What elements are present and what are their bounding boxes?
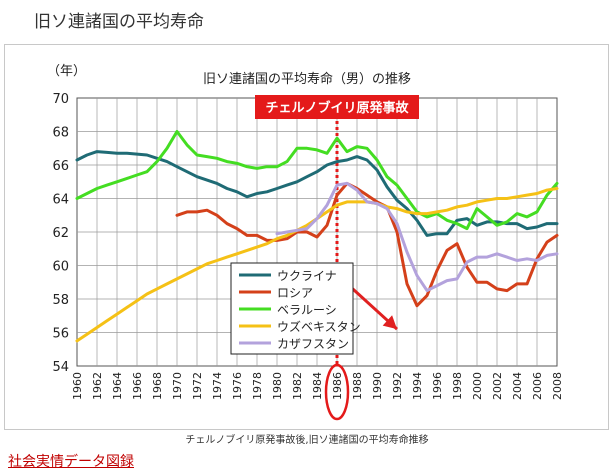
y-tick-label: 66 — [52, 159, 69, 174]
highlight-circle-1986 — [324, 363, 350, 421]
x-tick-label: 1962 — [91, 372, 104, 400]
x-tick-label: 1968 — [151, 372, 164, 400]
legend-label: ベラルーシ — [277, 303, 337, 317]
y-tick-label: 56 — [52, 327, 69, 342]
x-tick-label: 1982 — [291, 372, 304, 400]
trend-arrow-head — [382, 315, 397, 330]
x-tick-label: 2006 — [531, 372, 544, 400]
y-axis-label: （年） — [47, 64, 86, 79]
legend-label: ウズベキスタン — [277, 319, 361, 334]
x-tick-label: 1992 — [391, 372, 404, 400]
annotation-label-bg — [255, 95, 419, 119]
x-tick-label: 1996 — [431, 372, 444, 400]
series-line-5 — [275, 181, 559, 293]
chart-title: 旧ソ連諸国の平均寿命（男）の推移 — [203, 71, 411, 87]
y-tick-label: 54 — [52, 360, 69, 375]
series-line-2 — [175, 181, 559, 308]
chart-caption: チェルノブイリ原発事故後,旧ソ連諸国の平均寿命推移 — [185, 435, 429, 446]
x-tick-label: 1984 — [311, 372, 324, 400]
x-tick-label: 1974 — [211, 372, 224, 400]
y-tick-label: 64 — [52, 193, 69, 208]
page-heading: 旧ソ連諸国の平均寿命 — [34, 12, 204, 32]
x-tick-label: 1964 — [111, 372, 124, 400]
x-tick-label: 1980 — [271, 372, 284, 400]
x-tick-label: 1990 — [371, 372, 384, 400]
annotation-label: チェルノブイリ原発事故 — [265, 100, 409, 116]
legend-label: ロシア — [277, 286, 313, 300]
series-line-1 — [75, 150, 559, 237]
x-tick-label: 1998 — [451, 372, 464, 400]
x-tick-label: 1988 — [351, 372, 364, 400]
series-line-3 — [75, 130, 559, 231]
x-tick-label: 1966 — [131, 372, 144, 400]
x-tick-label: 1972 — [191, 372, 204, 400]
x-tick-label: 1994 — [411, 372, 424, 400]
x-tick-label: 1978 — [251, 372, 264, 400]
x-tick-label: 2008 — [551, 372, 564, 400]
x-tick-label: 1986 — [331, 372, 344, 400]
y-tick-label: 60 — [52, 260, 69, 275]
legend-label: ウクライナ — [277, 269, 337, 283]
source-link[interactable]: 社会実情データ図録 — [8, 454, 134, 470]
x-tick-label: 1960 — [71, 372, 84, 400]
legend-label: カザフスタン — [277, 337, 349, 351]
x-tick-label: 2004 — [511, 372, 524, 400]
life-expectancy-chart: 54 56 58 60 62 64 66 68 70 1960 1962 1964 1966 1968 19… — [47, 64, 564, 421]
y-tick-label: 62 — [52, 226, 69, 241]
x-tick-label: 2000 — [471, 372, 484, 400]
y-tick-label: 68 — [52, 126, 69, 141]
y-tick-label: 58 — [52, 293, 69, 308]
x-tick-label: 1970 — [171, 372, 184, 400]
chart-frame: 54 56 58 60 62 64 66 68 70 1960 1962 1964 1966 1968 19… — [4, 44, 609, 430]
y-tick-label: 70 — [52, 92, 69, 107]
x-tick-label: 2002 — [491, 372, 504, 400]
x-tick-label: 1976 — [231, 372, 244, 400]
